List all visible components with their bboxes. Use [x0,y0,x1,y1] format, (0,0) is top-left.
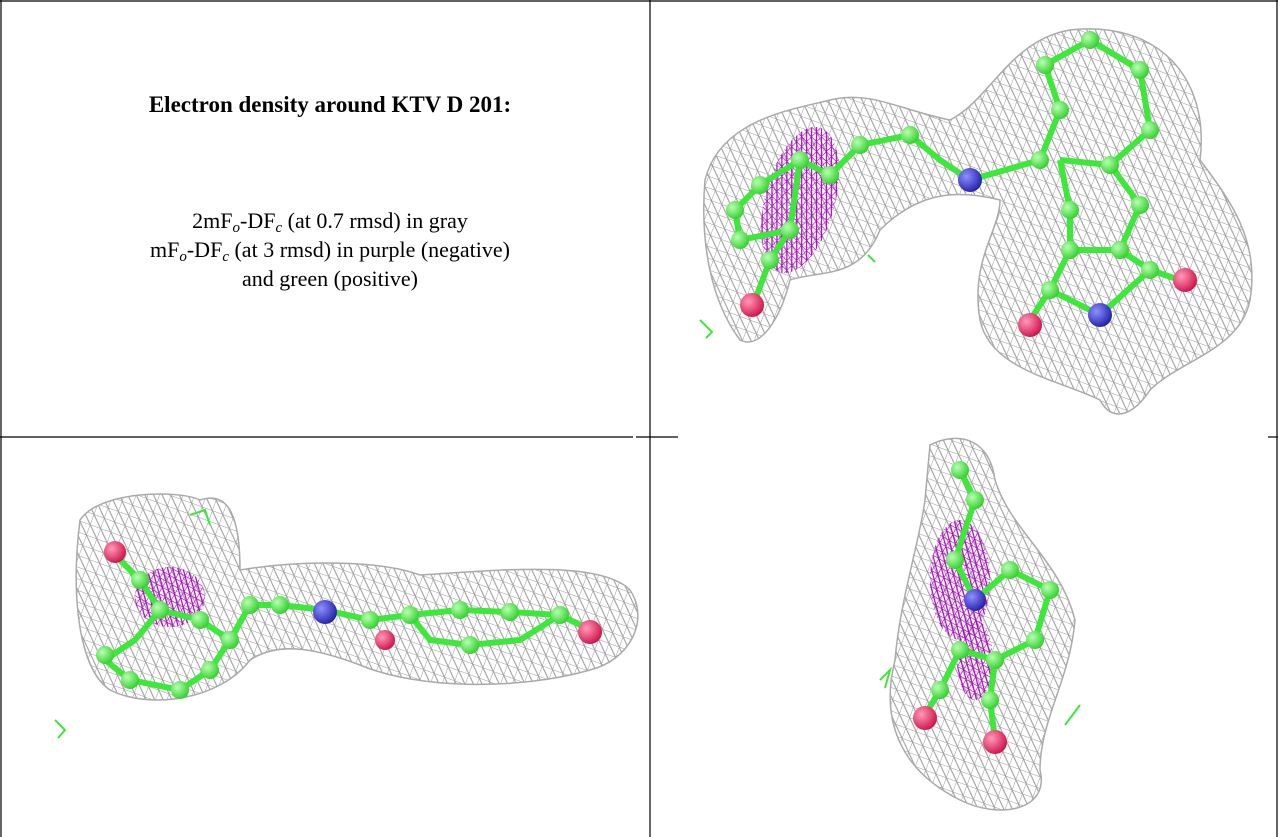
caption-cell: Electron density around KTV D 201: 2mFo-… [0,0,650,437]
density-view-end [880,438,1080,810]
density-view-top [700,29,1252,414]
page: Electron density around KTV D 201: 2mFo-… [0,0,1278,837]
caption-line: mFo-DFc (at 3 rmsd) in purple (negative) [0,237,660,266]
caption-subscript: o [233,220,241,236]
caption-text: (at 3 rmsd) in purple (negative) [229,237,510,262]
caption-line: and green (positive) [0,266,660,292]
caption-subscript: c [222,249,229,265]
density-view-side [55,494,638,738]
caption-line: 2mFo-DFc (at 0.7 rmsd) in gray [0,208,660,237]
caption-title: Electron density around KTV D 201: [0,92,660,118]
caption-text: mF [150,237,179,262]
caption-text: (at 0.7 rmsd) in gray [282,208,468,233]
caption-text: -DF [187,237,222,262]
caption-text: -DF [240,208,275,233]
caption-subscript: o [179,249,187,265]
caption-text: 2mF [192,208,232,233]
caption-text: and green (positive) [242,266,418,291]
